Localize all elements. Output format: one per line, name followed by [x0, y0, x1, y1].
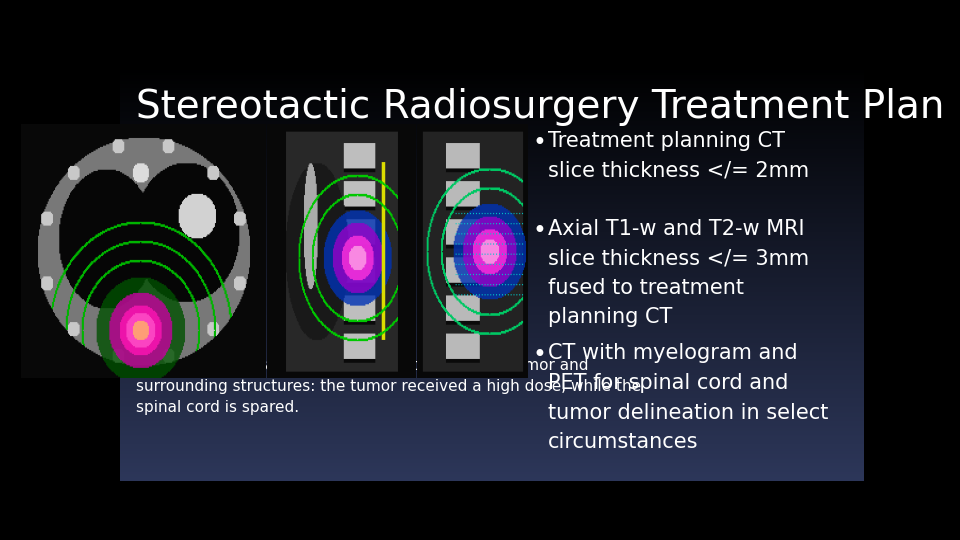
Text: Stereotactic Radiosurgery Treatment Plan: Stereotactic Radiosurgery Treatment Plan — [136, 87, 945, 126]
Text: Fuse_skin: Fuse_skin — [444, 162, 481, 171]
Text: CT with myelogram and
PET for spinal cord and
tumor delineation in select
circum: CT with myelogram and PET for spinal cor… — [548, 343, 828, 452]
Text: Treatment planning CT
slice thickness </= 2mm: Treatment planning CT slice thickness </… — [548, 131, 809, 181]
Text: •: • — [533, 343, 547, 367]
Text: •: • — [533, 219, 547, 242]
Text: The treatment plan delineates radiation dose to tumor and
surrounding structures: The treatment plan delineates radiation … — [136, 358, 641, 415]
Text: •: • — [533, 131, 547, 156]
Text: Axial T1-w and T2-w MRI
slice thickness </= 3mm
fused to treatment
planning CT: Axial T1-w and T2-w MRI slice thickness … — [548, 219, 809, 327]
Text: Fuse_skin: Fuse_skin — [328, 162, 366, 171]
Text: Sim_skin: Sim_skin — [138, 162, 172, 171]
